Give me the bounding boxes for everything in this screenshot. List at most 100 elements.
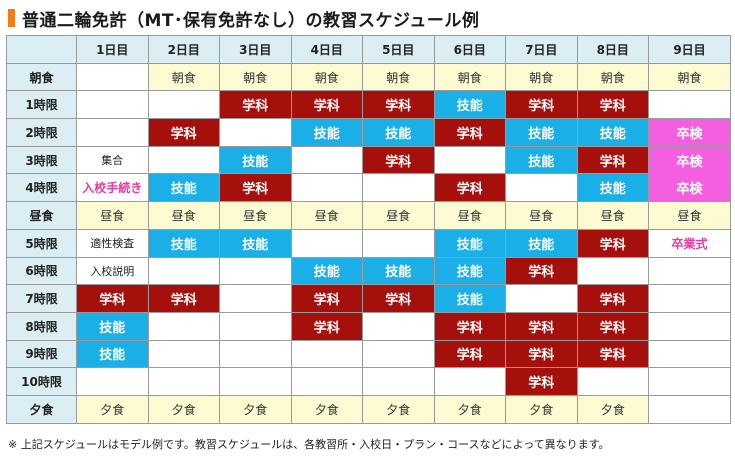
meal-cell: 昼食 <box>362 201 435 230</box>
driving-cell: 技能 <box>290 256 363 286</box>
title-accent-bar <box>8 9 15 27</box>
empty-cell <box>648 256 731 286</box>
schedule-row: 朝食 朝食 朝食 朝食 朝食 朝食 朝食 朝食 朝食 <box>6 62 731 92</box>
empty-cell <box>648 367 731 396</box>
driving-cell: 技能 <box>290 118 363 147</box>
meal-cell: 朝食 <box>505 62 578 92</box>
meal-cell: 昼食 <box>290 201 363 230</box>
meal-cell: 昼食 <box>219 201 292 230</box>
event-cell: 適性検査 <box>76 228 149 258</box>
empty-cell <box>290 228 363 258</box>
empty-cell <box>290 145 363 175</box>
period-label: 朝食 <box>6 62 77 92</box>
schedule-table: 1日目 2日目 3日目 4日目 5日目 6日目 7日目 8日目 9日目 朝食 朝食… <box>6 35 731 424</box>
empty-cell <box>76 367 149 396</box>
empty-cell <box>362 367 435 396</box>
meal-cell: 朝食 <box>219 62 292 92</box>
final-exam-cell: 卒検 <box>648 118 731 147</box>
schedule-row: 9時限 技能 学科 学科 学科 <box>6 339 731 369</box>
empty-cell <box>362 311 435 341</box>
schedule-row: 2時限 学科 技能 技能 学科 技能 技能 卒検 <box>6 118 731 147</box>
lecture-cell: 学科 <box>362 90 435 120</box>
final-exam-cell: 卒検 <box>648 145 731 175</box>
lecture-cell: 学科 <box>147 284 220 313</box>
period-label: 8時限 <box>6 311 77 341</box>
period-label: 2時限 <box>6 118 77 147</box>
schedule-row: 7時限 学科 学科 学科 学科 技能 学科 <box>6 284 731 313</box>
empty-cell <box>362 339 435 369</box>
schedule-row: 昼食 昼食 昼食 昼食 昼食 昼食 昼食 昼食 昼食 昼食 <box>6 201 731 230</box>
empty-cell <box>76 118 149 147</box>
day-header: 5日目 <box>362 35 435 64</box>
lecture-cell: 学科 <box>505 90 578 120</box>
period-label: 3時限 <box>6 145 77 175</box>
empty-cell <box>576 367 649 396</box>
empty-cell <box>576 256 649 286</box>
empty-cell <box>147 367 220 396</box>
driving-cell: 技能 <box>219 228 292 258</box>
empty-cell <box>219 118 292 147</box>
page-header: 普通二輪免許（MT･保有免許なし）の教習スケジュール例 <box>8 6 480 31</box>
period-label: 夕食 <box>6 394 77 424</box>
meal-cell: 朝食 <box>147 62 220 92</box>
lecture-cell: 学科 <box>147 118 220 147</box>
meal-cell: 夕食 <box>76 394 149 424</box>
schedule-row: 1時限 学科 学科 学科 技能 学科 学科 <box>6 90 731 120</box>
empty-cell <box>648 311 731 341</box>
day-header: 4日目 <box>290 35 363 64</box>
lecture-cell: 学科 <box>505 311 578 341</box>
driving-cell: 技能 <box>433 284 506 313</box>
empty-cell <box>648 284 731 313</box>
period-label: 5時限 <box>6 228 77 258</box>
driving-cell: 技能 <box>433 256 506 286</box>
empty-cell <box>219 284 292 313</box>
period-label: 4時限 <box>6 173 77 203</box>
period-label: 9時限 <box>6 339 77 369</box>
lecture-cell: 学科 <box>290 90 363 120</box>
period-label: 7時限 <box>6 284 77 313</box>
empty-cell <box>219 339 292 369</box>
lecture-cell: 学科 <box>433 173 506 203</box>
day-header: 8日目 <box>576 35 649 64</box>
meal-cell: 朝食 <box>433 62 506 92</box>
meal-cell: 夕食 <box>219 394 292 424</box>
empty-cell <box>648 90 731 120</box>
meal-cell: 朝食 <box>576 62 649 92</box>
driving-cell: 技能 <box>147 228 220 258</box>
header-row: 1日目 2日目 3日目 4日目 5日目 6日目 7日目 8日目 9日目 <box>6 35 731 64</box>
meal-cell: 昼食 <box>147 201 220 230</box>
empty-cell <box>362 173 435 203</box>
driving-cell: 技能 <box>76 311 149 341</box>
page-title: 普通二輪免許（MT･保有免許なし）の教習スケジュール例 <box>22 10 480 31</box>
empty-cell <box>290 173 363 203</box>
driving-cell: 技能 <box>433 90 506 120</box>
driving-cell: 技能 <box>433 228 506 258</box>
lecture-cell: 学科 <box>290 311 363 341</box>
meal-cell: 夕食 <box>362 394 435 424</box>
event-cell: 入校手続き <box>76 173 149 203</box>
empty-cell <box>76 90 149 120</box>
empty-cell <box>290 367 363 396</box>
empty-cell <box>219 367 292 396</box>
empty-cell <box>76 62 149 92</box>
lecture-cell: 学科 <box>576 145 649 175</box>
lecture-cell: 学科 <box>362 284 435 313</box>
event-cell: 集合 <box>76 145 149 175</box>
driving-cell: 技能 <box>362 118 435 147</box>
meal-cell: 夕食 <box>290 394 363 424</box>
lecture-cell: 学科 <box>576 228 649 258</box>
final-exam-cell: 卒検 <box>648 173 731 203</box>
lecture-cell: 学科 <box>433 118 506 147</box>
period-label: 昼食 <box>6 201 77 230</box>
meal-cell: 朝食 <box>648 62 731 92</box>
footnote: ※ 上記スケジュールはモデル例です。教習スケジュールは、各教習所・入校日・プラン… <box>8 438 610 451</box>
day-header: 2日目 <box>147 35 220 64</box>
lecture-cell: 学科 <box>433 311 506 341</box>
lecture-cell: 学科 <box>576 284 649 313</box>
driving-cell: 技能 <box>576 118 649 147</box>
event-cell: 入校説明 <box>76 256 149 286</box>
meal-cell: 昼食 <box>505 201 578 230</box>
lecture-cell: 学科 <box>433 339 506 369</box>
lecture-cell: 学科 <box>505 367 578 396</box>
meal-cell: 夕食 <box>576 394 649 424</box>
